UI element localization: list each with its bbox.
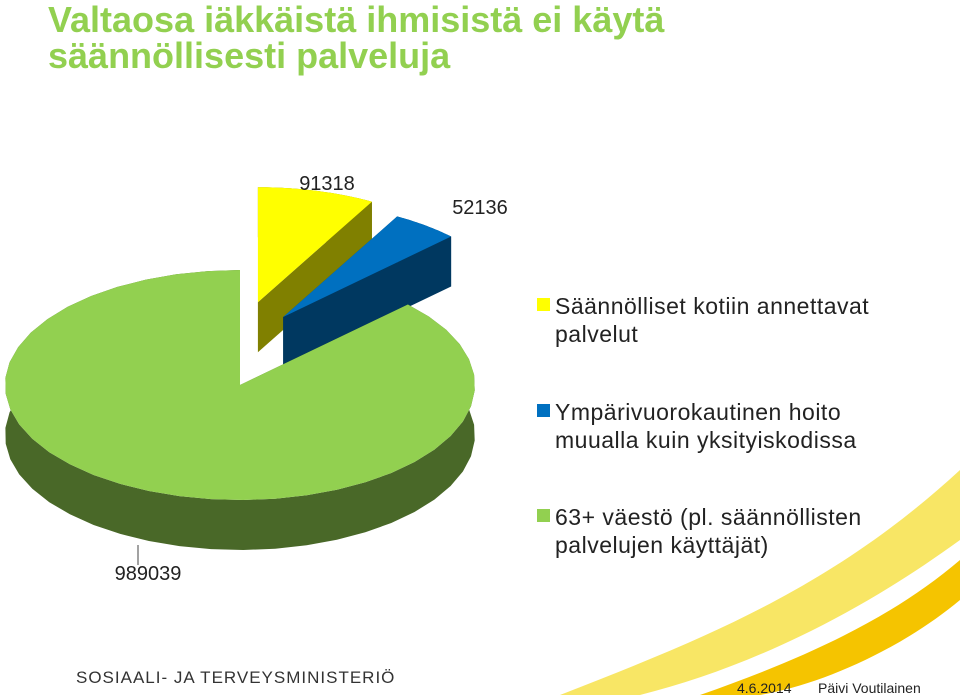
author: Päivi Voutilainen	[818, 680, 921, 696]
legend-entry: 63+ väestö (pl. säännöllisten palvelujen…	[537, 503, 927, 559]
decoration	[560, 470, 960, 695]
data-label: 989039	[115, 563, 182, 585]
legend-swatch	[537, 509, 550, 522]
slice	[5, 270, 475, 500]
data-label: 52136	[452, 197, 508, 219]
legend-label: Ympärivuorokautinen hoito muualla kuin y…	[555, 399, 857, 453]
legend-label: Säännölliset kotiin annettavat palvelut	[555, 293, 870, 347]
date: 4.6.2014	[737, 680, 792, 696]
organization: SOSIAALI- JA TERVEYSMINISTERIÖ	[76, 668, 396, 687]
legend-swatch	[537, 298, 550, 311]
legend-entry: Säännölliset kotiin annettavat palvelut	[537, 292, 927, 348]
decoration	[700, 560, 960, 695]
legend-label: 63+ väestö (pl. säännöllisten palvelujen…	[555, 504, 862, 558]
legend-swatch	[537, 404, 550, 417]
chart-title: Valtaosa iäkkäistä ihmisistä ei käytä sä…	[48, 0, 665, 76]
slice	[257, 187, 372, 303]
slice	[283, 216, 452, 317]
legend-entry: Ympärivuorokautinen hoito muualla kuin y…	[537, 398, 927, 454]
data-label: 91318	[299, 173, 355, 195]
